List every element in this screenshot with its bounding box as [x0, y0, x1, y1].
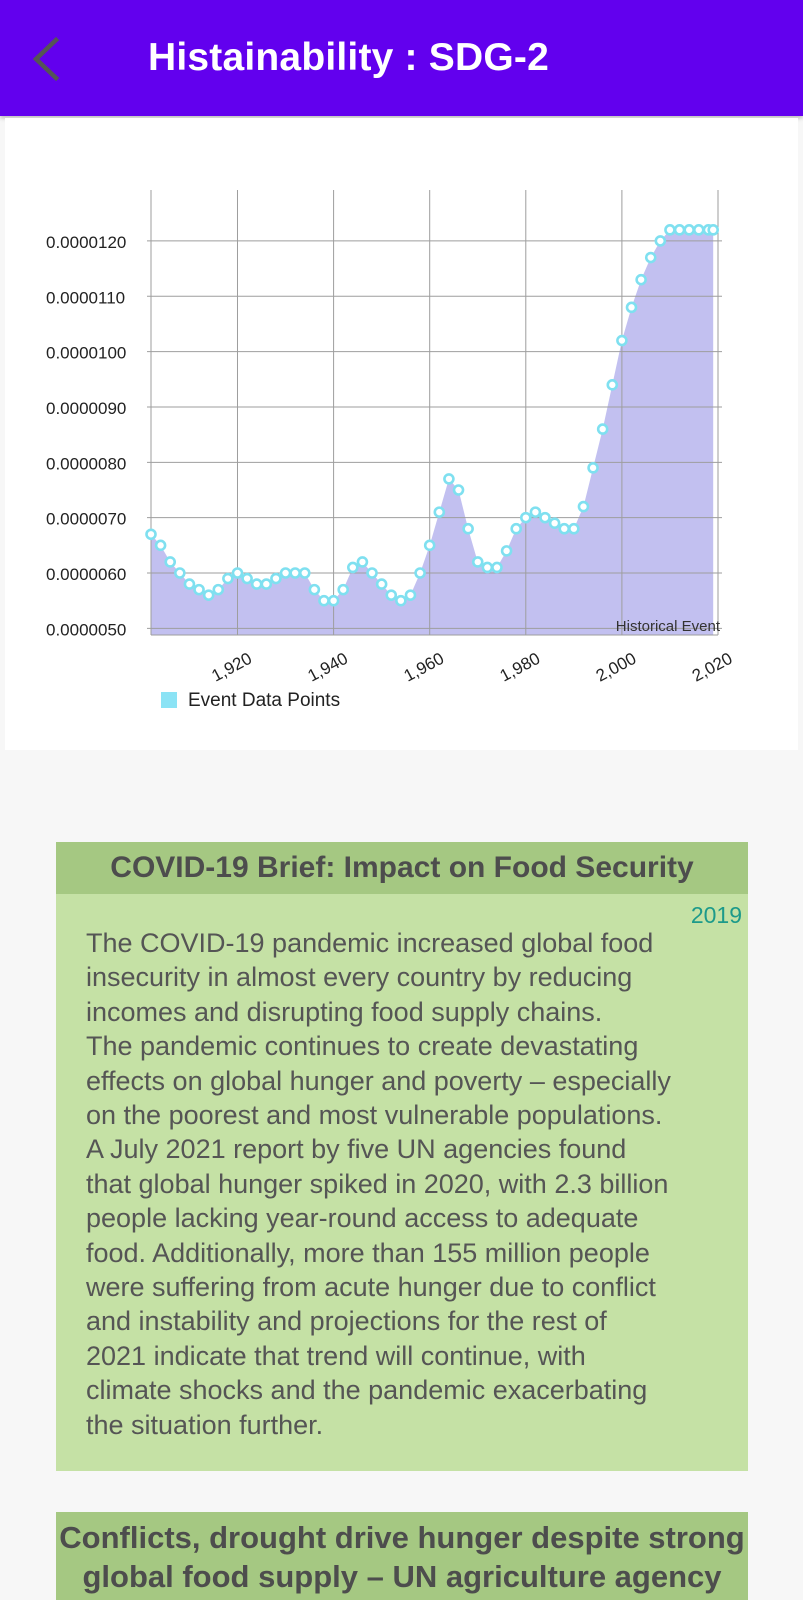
data-point	[596, 423, 609, 435]
data-point	[707, 224, 719, 236]
data-point	[587, 462, 599, 474]
x-tick-label: 1,980	[497, 649, 543, 686]
news-card-year: 2019	[690, 902, 742, 928]
data-point	[202, 589, 215, 601]
data-point	[568, 522, 580, 535]
data-point	[145, 528, 157, 541]
data-point	[347, 561, 359, 574]
data-point	[337, 583, 350, 596]
page-title: Histainability : SDG-2	[148, 36, 549, 79]
data-point	[404, 589, 417, 601]
y-tick-label: 0.0000120	[46, 233, 126, 252]
data-point	[395, 594, 407, 607]
data-point	[558, 522, 571, 535]
data-point	[423, 539, 436, 552]
data-point	[529, 506, 542, 518]
chart-card: 0.0000120 0.0000110 0.0000100 0.0000090 0.00…	[5, 118, 798, 750]
x-tick-label: 2,000	[593, 649, 639, 686]
y-tick-label: 0.0000100	[46, 344, 126, 363]
data-point	[154, 539, 167, 552]
data-point	[164, 556, 177, 568]
y-tick-label: 0.0000110	[46, 288, 125, 307]
data-point	[616, 334, 628, 347]
data-point	[327, 594, 340, 607]
data-point	[606, 379, 619, 391]
y-tick-label: 0.0000050	[46, 620, 126, 639]
data-point	[491, 561, 503, 574]
data-point	[673, 224, 686, 236]
data-point	[548, 517, 561, 529]
data-point	[279, 567, 292, 579]
data-point	[539, 511, 551, 524]
data-point	[298, 567, 311, 579]
data-point	[260, 578, 273, 590]
data-point	[433, 506, 446, 518]
data-point	[241, 572, 253, 585]
data-point	[318, 594, 330, 607]
data-point	[625, 301, 638, 314]
legend-label: Event Data Points	[188, 690, 340, 711]
annotation-label: Historical Event	[616, 618, 721, 635]
data-point	[250, 578, 263, 590]
data-point	[231, 567, 244, 579]
x-tick-label: 1,940	[305, 649, 351, 686]
data-point	[356, 556, 369, 568]
data-point	[289, 567, 301, 579]
data-point	[212, 583, 225, 596]
x-tick-label: 1,960	[401, 649, 447, 686]
data-point	[683, 224, 695, 236]
data-point	[414, 567, 426, 579]
data-point	[385, 589, 398, 601]
data-point	[462, 522, 474, 535]
y-tick-label: 0.0000060	[46, 565, 126, 584]
data-point	[366, 567, 378, 579]
legend-swatch	[161, 692, 177, 708]
data-point	[654, 235, 667, 247]
data-point	[375, 578, 388, 590]
data-point	[222, 572, 234, 585]
x-tick-label: 1,920	[208, 649, 254, 686]
data-point	[481, 561, 494, 574]
data-point	[270, 572, 282, 585]
data-point	[644, 251, 657, 264]
data-point	[635, 273, 647, 286]
data-point	[664, 224, 676, 236]
y-tick-label: 0.0000090	[46, 399, 126, 418]
data-point	[193, 583, 205, 596]
data-point	[183, 578, 196, 590]
event-chart: 0.0000120 0.0000110 0.0000100 0.0000090 0.00…	[46, 190, 735, 711]
news-card-title: Conflicts, drought drive hunger despite …	[59, 1520, 745, 1594]
data-point	[500, 545, 513, 557]
data-point	[692, 224, 705, 236]
data-point	[510, 522, 522, 535]
data-point	[452, 484, 465, 496]
y-tick-label: 0.0000070	[46, 510, 126, 529]
news-card-title: COVID-19 Brief: Impact on Food Security	[56, 842, 748, 894]
news-card-conflicts[interactable]: Conflicts, drought drive hunger despite …	[56, 1512, 748, 1600]
x-tick-label: 2,020	[689, 649, 735, 686]
data-point	[519, 511, 532, 524]
news-card-body: The COVID-19 pandemic increased global f…	[86, 928, 671, 1440]
news-card-covid[interactable]: COVID-19 Brief: Impact on Food Security …	[56, 842, 748, 1471]
data-point	[577, 500, 590, 513]
chevron-left-icon[interactable]	[26, 34, 70, 84]
data-point	[471, 556, 484, 568]
data-point	[443, 473, 455, 485]
data-point	[174, 567, 186, 579]
y-tick-label: 0.0000080	[46, 454, 126, 473]
data-point	[308, 583, 321, 596]
app-bar: Histainability : SDG-2	[0, 0, 803, 116]
